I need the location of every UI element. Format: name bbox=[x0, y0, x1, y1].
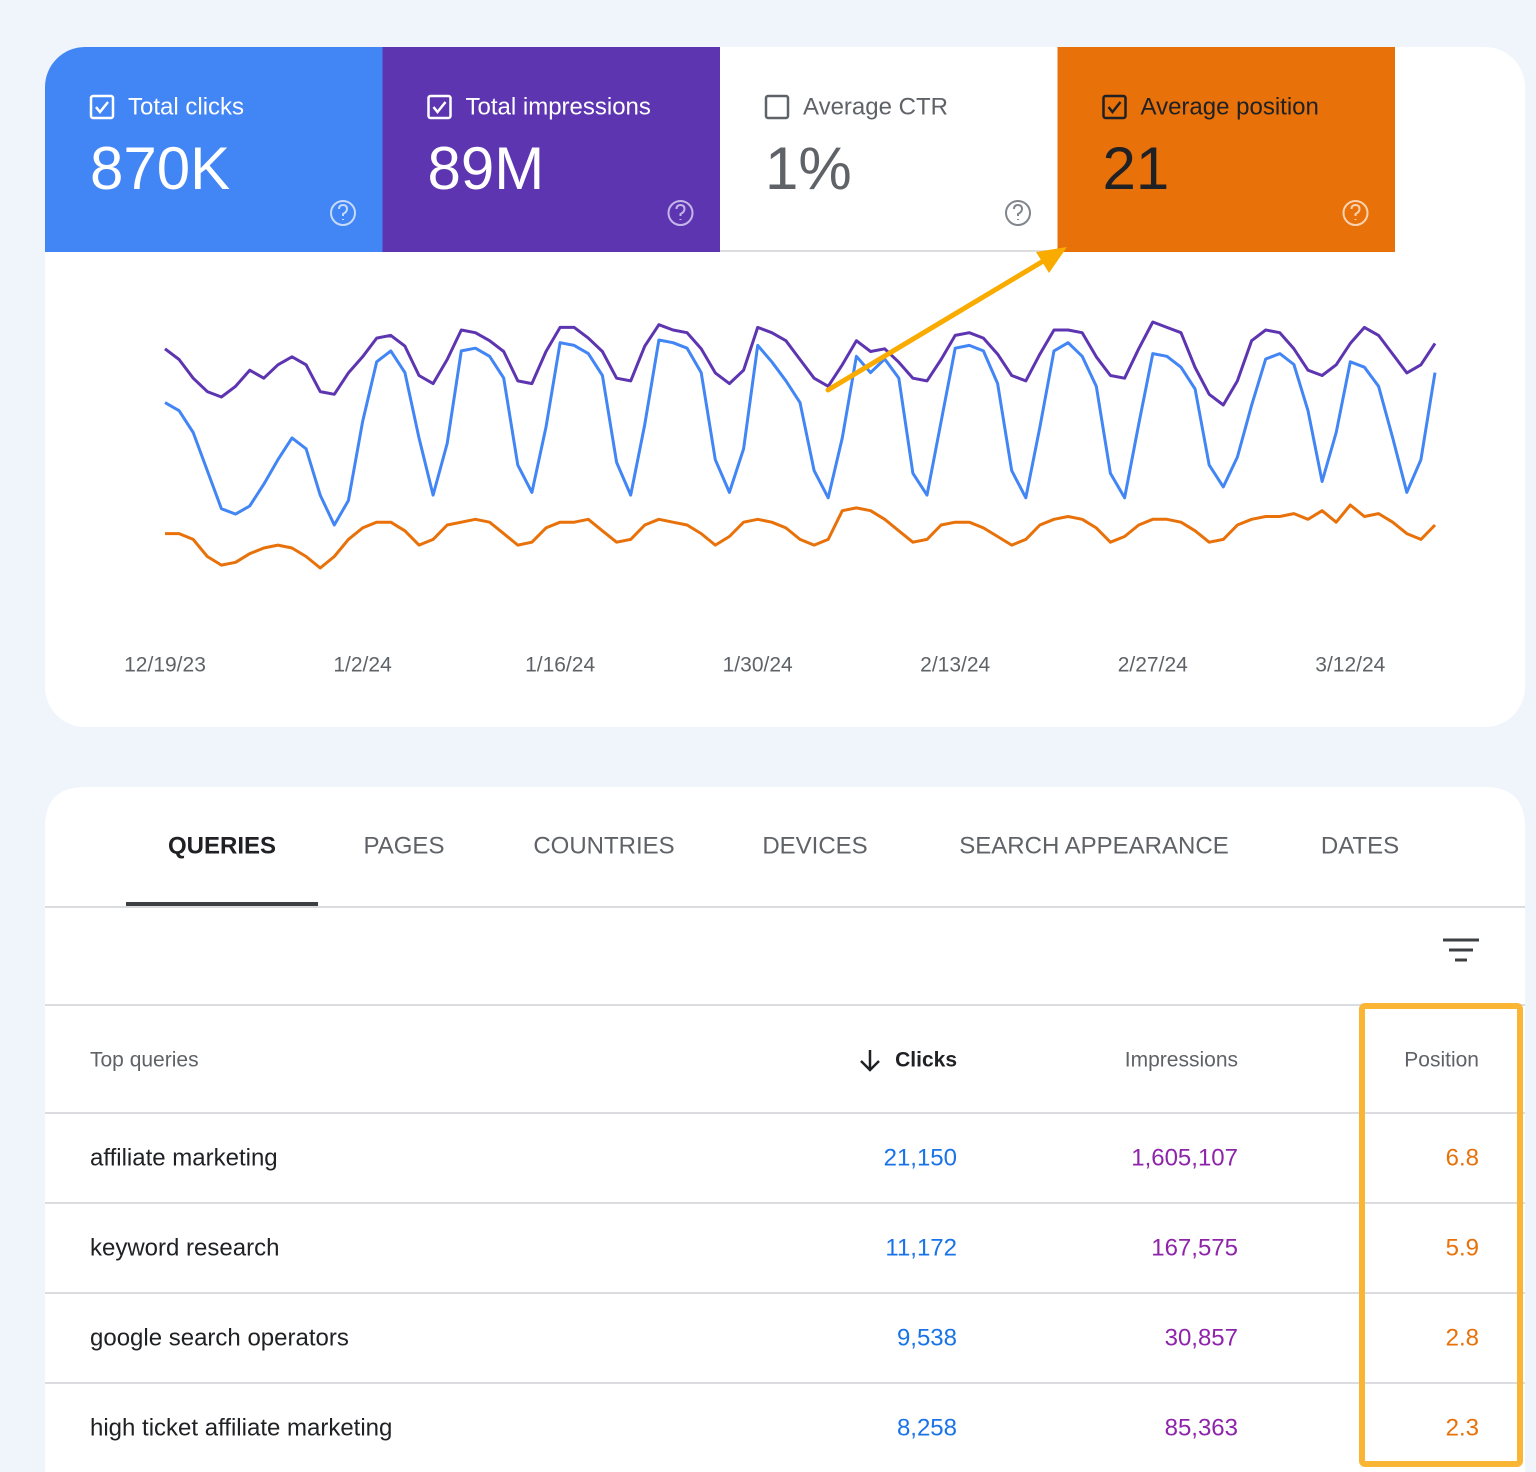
query-cell[interactable]: affiliate marketing bbox=[90, 1144, 278, 1171]
sort-arrow-icon bbox=[860, 1050, 880, 1072]
highlight-box bbox=[1359, 1003, 1523, 1467]
checkbox bbox=[764, 94, 790, 120]
checkbox bbox=[89, 94, 115, 120]
tile-background bbox=[45, 47, 383, 252]
kpi-label: Average CTR bbox=[803, 93, 948, 120]
line-chart: 12/19/23 1/2/24 1/16/24 1/30/24 2/13/24 2/27/… bbox=[124, 320, 1437, 677]
kpi-tile[interactable]: Total clicks 870K bbox=[45, 47, 383, 252]
series-line bbox=[164, 338, 1437, 527]
metric-cell: 2.3 bbox=[1446, 1414, 1479, 1441]
column-header[interactable]: Position bbox=[1404, 1049, 1479, 1072]
annotation-arrow bbox=[825, 247, 1067, 393]
metric-cell: 2.8 bbox=[1446, 1324, 1479, 1351]
metric-cell: 9,538 bbox=[897, 1324, 957, 1351]
tab-bar: QUERIES PAGES COUNTRIES DEVICES SEARCH APPEA… bbox=[168, 832, 1399, 859]
metric-cell: 5.9 bbox=[1446, 1234, 1479, 1261]
checkbox bbox=[427, 94, 452, 120]
help-icon-glyph bbox=[1013, 203, 1024, 220]
tile-background bbox=[720, 47, 1058, 252]
tile-background bbox=[1057, 47, 1395, 252]
kpi-value: 21 bbox=[1103, 135, 1170, 202]
help-icon-glyph bbox=[338, 203, 349, 220]
x-tick-label: 1/2/24 bbox=[333, 654, 392, 677]
x-tick-label: 2/27/24 bbox=[1118, 654, 1188, 677]
tab[interactable]: DATES bbox=[1321, 832, 1399, 859]
checkmark bbox=[432, 101, 447, 115]
tile-background bbox=[382, 47, 720, 252]
help-icon bbox=[1005, 200, 1031, 226]
table-card bbox=[45, 787, 1525, 1472]
kpi-label: Total clicks bbox=[128, 93, 244, 120]
kpi-value: 89M bbox=[428, 135, 545, 202]
metric-cell: 1,605,107 bbox=[1131, 1144, 1238, 1171]
column-header[interactable]: Clicks bbox=[895, 1049, 957, 1072]
metric-cell: 85,363 bbox=[1165, 1414, 1238, 1441]
help-icon-glyph bbox=[1350, 203, 1361, 220]
kpi-label: Total impressions bbox=[466, 93, 651, 120]
checkbox bbox=[1102, 94, 1127, 120]
x-tick-label: 3/12/24 bbox=[1315, 654, 1385, 677]
series-line bbox=[164, 320, 1437, 407]
checkmark bbox=[95, 101, 109, 115]
query-cell[interactable]: keyword research bbox=[90, 1234, 279, 1261]
column-header: Top queries bbox=[90, 1049, 199, 1072]
kpi-label: Average position bbox=[1141, 93, 1319, 120]
filter-icon[interactable] bbox=[1443, 938, 1479, 962]
tab[interactable]: PAGES bbox=[364, 832, 445, 859]
kpi-tile[interactable]: Total impressions 89M bbox=[382, 47, 721, 252]
x-tick-label: 2/13/24 bbox=[920, 654, 990, 677]
x-tick-label: 1/16/24 bbox=[525, 654, 595, 677]
metric-cell: 11,172 bbox=[885, 1234, 957, 1261]
query-cell[interactable]: google search operators bbox=[90, 1324, 349, 1351]
kpi-tile[interactable]: Average position 21 bbox=[1057, 47, 1396, 252]
x-tick-label: 12/19/23 bbox=[124, 654, 206, 677]
metric-cell: 21,150 bbox=[884, 1144, 957, 1171]
help-icon bbox=[330, 200, 356, 226]
kpi-value: 1% bbox=[765, 135, 852, 202]
metric-cell: 30,857 bbox=[1165, 1324, 1238, 1351]
query-cell[interactable]: high ticket affiliate marketing bbox=[90, 1414, 392, 1441]
series-line bbox=[165, 503, 1437, 570]
metric-cell: 8,258 bbox=[897, 1414, 957, 1441]
kpi-tiles: Total clicks 870K Total impressions 89M Aver… bbox=[45, 47, 1395, 252]
tab[interactable]: COUNTRIES bbox=[533, 832, 674, 859]
x-tick-label: 1/30/24 bbox=[723, 654, 793, 677]
active-tab-indicator bbox=[126, 902, 318, 906]
tab[interactable]: DEVICES bbox=[762, 832, 867, 859]
tab[interactable]: QUERIES bbox=[168, 832, 276, 859]
column-header[interactable]: Impressions bbox=[1125, 1049, 1238, 1072]
help-icon-glyph bbox=[675, 203, 686, 220]
checkmark bbox=[1107, 101, 1122, 115]
kpi-value: 870K bbox=[90, 135, 230, 202]
help-icon bbox=[1342, 200, 1369, 226]
metric-cell: 6.8 bbox=[1446, 1144, 1479, 1171]
metric-cell: 167,575 bbox=[1151, 1234, 1238, 1261]
tab[interactable]: SEARCH APPEARANCE bbox=[959, 832, 1228, 859]
help-icon bbox=[667, 200, 694, 226]
queries-table: Top queries Clicks Impressions Position affi… bbox=[45, 1049, 1525, 1441]
kpi-tile[interactable]: Average CTR 1% bbox=[720, 47, 1058, 252]
